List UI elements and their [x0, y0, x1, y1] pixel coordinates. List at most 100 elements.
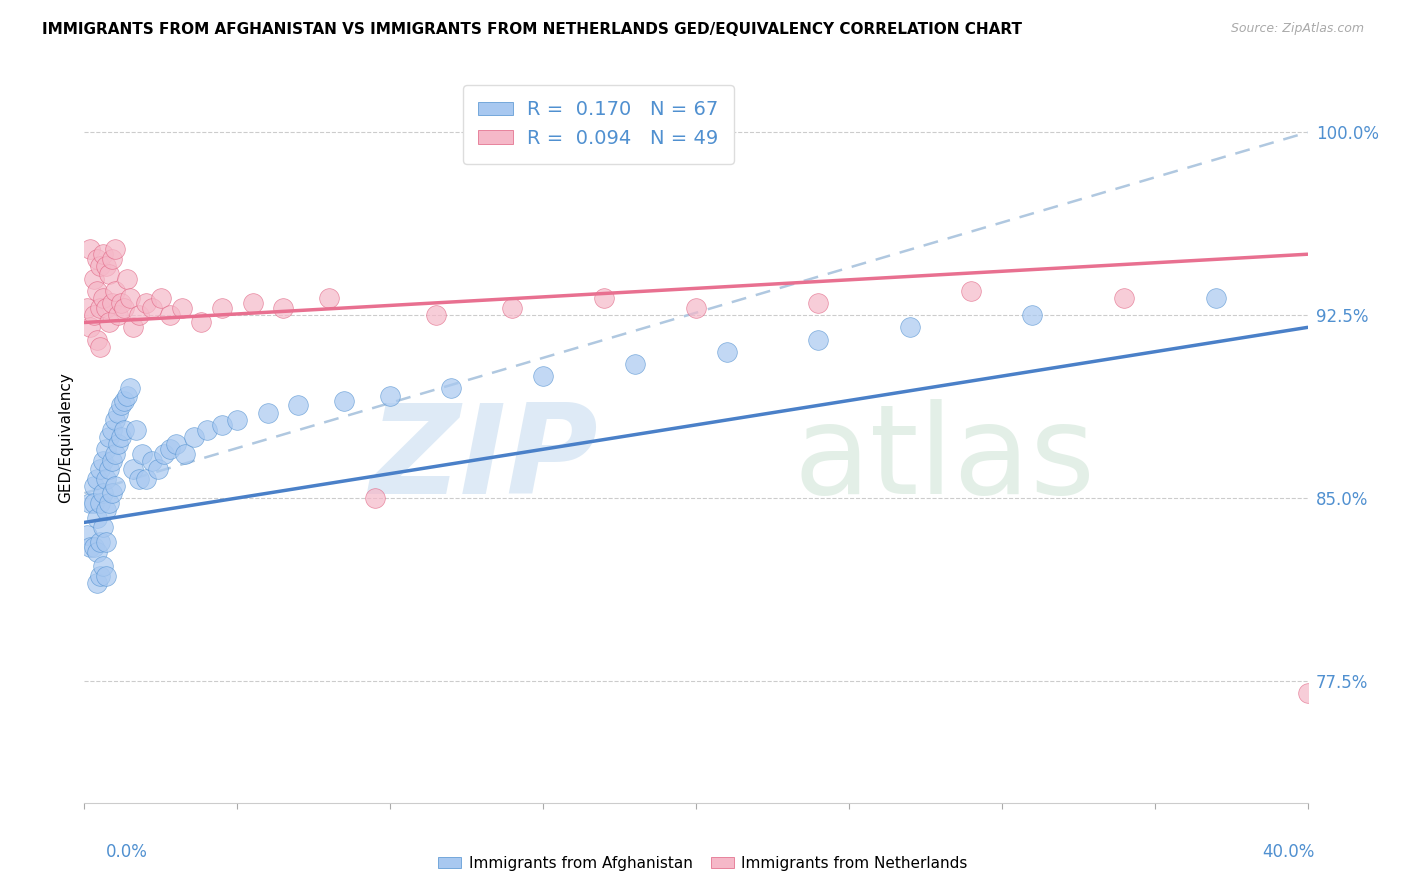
- Point: [716, 344, 738, 359]
- Point: [211, 301, 233, 315]
- Point: [83, 271, 105, 285]
- Point: [195, 423, 218, 437]
- Point: [86, 510, 108, 524]
- Point: [115, 271, 138, 285]
- Point: [91, 486, 114, 500]
- Point: [86, 252, 108, 266]
- Point: [120, 291, 142, 305]
- Point: [165, 437, 187, 451]
- Point: [91, 247, 114, 261]
- Y-axis label: GED/Equivalency: GED/Equivalency: [58, 372, 73, 502]
- Point: [211, 417, 233, 432]
- Legend: Immigrants from Afghanistan, Immigrants from Netherlands: Immigrants from Afghanistan, Immigrants …: [432, 850, 974, 877]
- Text: atlas: atlas: [794, 399, 1095, 519]
- Point: [380, 389, 402, 403]
- Point: [76, 301, 98, 315]
- Point: [183, 430, 205, 444]
- Point: [122, 462, 145, 476]
- Point: [135, 471, 157, 485]
- Point: [807, 333, 830, 347]
- Point: [97, 267, 120, 281]
- Point: [94, 442, 117, 457]
- Point: [190, 316, 212, 330]
- Point: [110, 296, 132, 310]
- Point: [97, 316, 120, 330]
- Point: [107, 437, 129, 451]
- Point: [120, 381, 142, 395]
- Point: [1021, 308, 1043, 322]
- Point: [91, 559, 114, 574]
- Point: [110, 430, 132, 444]
- Point: [104, 479, 127, 493]
- Point: [122, 320, 145, 334]
- Point: [128, 471, 150, 485]
- Point: [86, 333, 108, 347]
- Point: [135, 296, 157, 310]
- Point: [128, 308, 150, 322]
- Point: [86, 284, 108, 298]
- Point: [97, 462, 120, 476]
- Point: [141, 454, 163, 468]
- Point: [112, 301, 135, 315]
- Point: [89, 496, 111, 510]
- Point: [101, 296, 124, 310]
- Point: [110, 398, 132, 412]
- Point: [502, 301, 524, 315]
- Point: [83, 479, 105, 493]
- Text: 0.0%: 0.0%: [105, 843, 148, 861]
- Point: [86, 544, 108, 558]
- Point: [101, 454, 124, 468]
- Point: [107, 406, 129, 420]
- Point: [83, 308, 105, 322]
- Point: [242, 296, 264, 310]
- Point: [141, 301, 163, 315]
- Point: [94, 503, 117, 517]
- Point: [425, 308, 447, 322]
- Point: [271, 301, 294, 315]
- Point: [104, 243, 127, 257]
- Point: [79, 243, 101, 257]
- Point: [94, 535, 117, 549]
- Point: [89, 569, 111, 583]
- Point: [89, 340, 111, 354]
- Point: [91, 520, 114, 534]
- Point: [226, 413, 249, 427]
- Point: [94, 471, 117, 485]
- Point: [115, 389, 138, 403]
- Point: [79, 320, 101, 334]
- Point: [104, 447, 127, 461]
- Point: [125, 423, 148, 437]
- Point: [960, 284, 983, 298]
- Point: [146, 462, 169, 476]
- Point: [624, 357, 647, 371]
- Point: [89, 462, 111, 476]
- Point: [172, 301, 194, 315]
- Point: [364, 491, 387, 505]
- Point: [287, 398, 309, 412]
- Point: [1114, 291, 1136, 305]
- Point: [149, 291, 172, 305]
- Point: [159, 442, 181, 457]
- Point: [104, 284, 127, 298]
- Point: [153, 447, 176, 461]
- Point: [593, 291, 616, 305]
- Point: [89, 260, 111, 274]
- Point: [107, 308, 129, 322]
- Point: [86, 576, 108, 591]
- Point: [91, 291, 114, 305]
- Point: [1205, 291, 1227, 305]
- Point: [97, 496, 120, 510]
- Point: [807, 296, 830, 310]
- Point: [89, 301, 111, 315]
- Point: [104, 413, 127, 427]
- Point: [257, 406, 280, 420]
- Point: [1296, 686, 1319, 700]
- Text: ZIP: ZIP: [370, 399, 598, 519]
- Point: [86, 471, 108, 485]
- Point: [76, 527, 98, 541]
- Point: [97, 430, 120, 444]
- Point: [440, 381, 463, 395]
- Point: [685, 301, 707, 315]
- Point: [94, 301, 117, 315]
- Text: IMMIGRANTS FROM AFGHANISTAN VS IMMIGRANTS FROM NETHERLANDS GED/EQUIVALENCY CORRE: IMMIGRANTS FROM AFGHANISTAN VS IMMIGRANT…: [42, 22, 1022, 37]
